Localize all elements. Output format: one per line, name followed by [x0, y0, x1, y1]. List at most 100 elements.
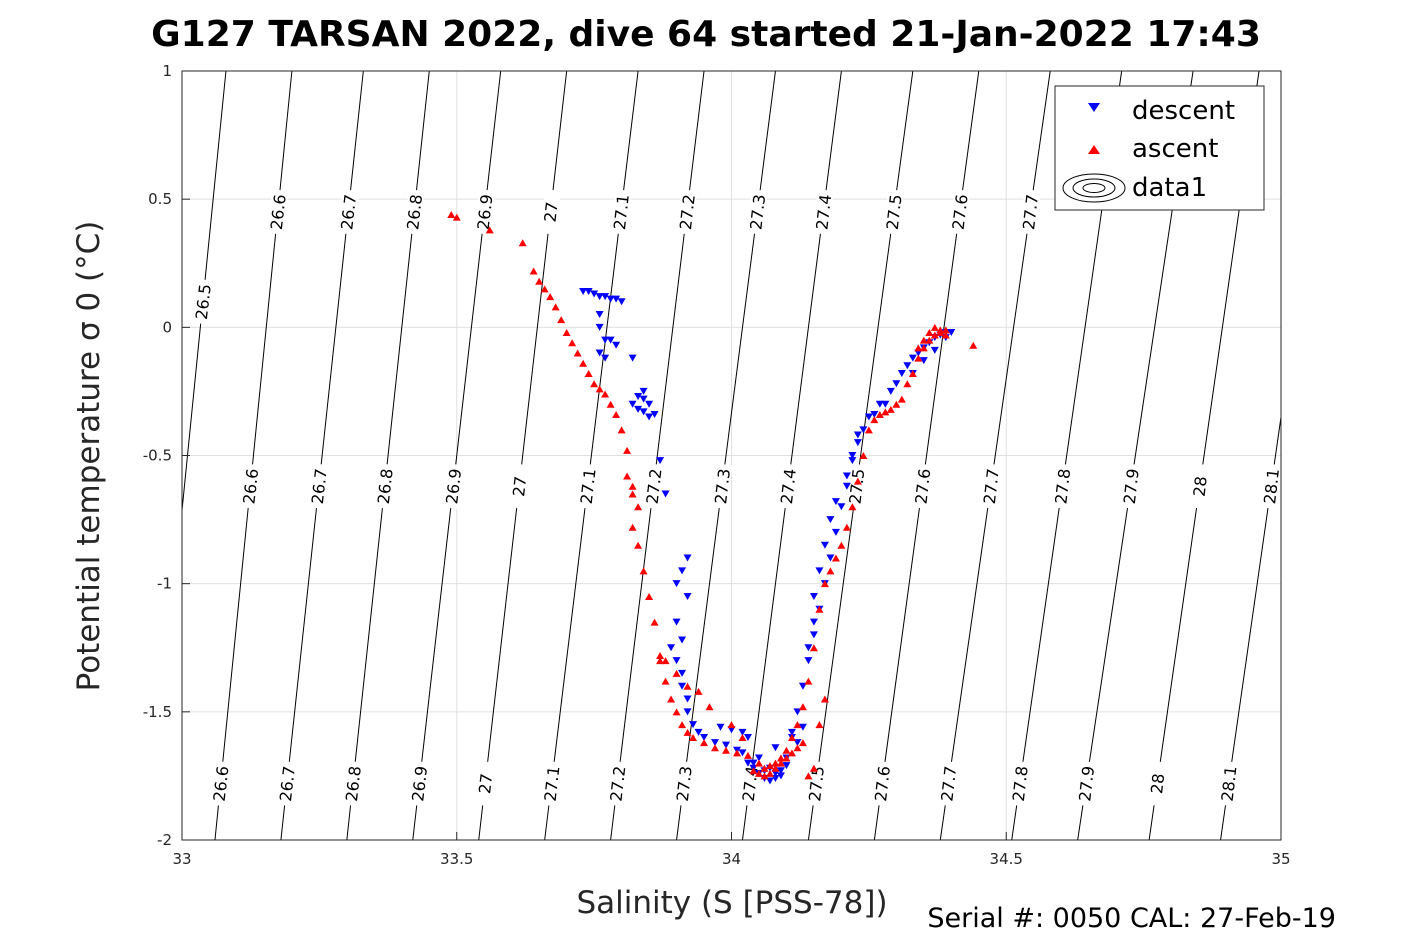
descent-point	[672, 580, 681, 588]
descent-point	[694, 728, 703, 736]
contour-label: 27.9	[1120, 468, 1143, 506]
ascent-point	[848, 503, 857, 511]
descent-point	[809, 631, 818, 639]
contour-label-bg	[276, 760, 298, 807]
ascent-point	[623, 446, 632, 454]
ascent-point	[881, 408, 890, 416]
descent-point	[749, 759, 758, 767]
contour-label: 27.5	[883, 193, 906, 231]
ascent-point	[634, 541, 643, 549]
contour-label: 28	[1147, 772, 1168, 794]
ascent-point	[765, 769, 774, 777]
contour-label: 26.5	[192, 283, 215, 321]
y-tick-label: -2	[157, 831, 172, 849]
contour-label-bg	[846, 463, 867, 510]
descent-point	[826, 516, 835, 524]
ascent-point	[930, 331, 939, 339]
ascent-point	[452, 213, 461, 221]
ascent-point	[743, 751, 752, 759]
descent-point	[612, 295, 621, 303]
descent-point	[634, 393, 643, 401]
contour-label: 27.2	[643, 468, 666, 506]
ascent-point	[798, 703, 807, 711]
contour-label: 27.4	[812, 193, 835, 231]
ascent-point	[930, 323, 939, 331]
ascent-point	[837, 541, 846, 549]
ascent-point	[485, 226, 494, 234]
descent-point	[853, 439, 862, 447]
contour-label: 26.9	[408, 765, 431, 803]
ascent-point	[787, 749, 796, 757]
contour-label: 26.7	[276, 765, 299, 803]
ascent-point	[859, 452, 868, 459]
contour-label: 28.1	[1260, 468, 1283, 506]
y-axis-label: Potential temperature σ 0 (°C)	[71, 221, 107, 692]
ascent-point	[738, 733, 747, 741]
descent-point	[683, 708, 692, 716]
contour-label-bg	[711, 463, 733, 510]
contour-label-bg	[403, 189, 425, 235]
contour-label: 27.5	[845, 468, 868, 506]
contour-label: 27.3	[746, 193, 769, 231]
ascent-point	[798, 739, 807, 747]
contour-label-bg	[342, 760, 364, 807]
contour-label-bg	[1075, 760, 1097, 807]
contour-label: 27.4	[777, 468, 800, 506]
descent-point	[743, 733, 752, 741]
descent-point	[809, 618, 818, 626]
ascent-point	[760, 772, 769, 780]
series-ascent	[447, 211, 978, 780]
contour-label-bg	[777, 463, 799, 510]
ascent-point	[529, 267, 538, 275]
descent-point	[650, 410, 659, 418]
contour-label-bg	[1019, 189, 1041, 235]
descent-point	[859, 426, 868, 434]
contour-label-bg	[746, 189, 768, 235]
axis-ticks: 33 33.5 34 34.5 35 -2 -1.5 -1 -0.5 0 0.5 1	[143, 62, 1291, 868]
ascent-point	[793, 744, 802, 752]
contour-label: 28	[1190, 475, 1211, 497]
ascent-point	[579, 359, 588, 367]
x-axis-label: Salinity (S [PSS-78])	[576, 885, 887, 921]
descent-point	[645, 413, 654, 421]
ascent-point	[782, 746, 791, 754]
descent-point	[617, 298, 626, 306]
contour-label-bg	[1051, 463, 1073, 510]
ascent-point	[689, 733, 698, 741]
descent-point	[672, 657, 681, 665]
descent-point	[601, 293, 610, 301]
descent-point	[842, 472, 851, 480]
descent-point	[754, 754, 763, 762]
y-tick-label: -0.5	[143, 447, 172, 465]
contour-label-bg	[673, 760, 695, 807]
series-descent	[579, 287, 956, 785]
contour-label: 26.7	[337, 193, 360, 231]
contour-label-bg	[911, 463, 933, 510]
contour-label-bg	[474, 189, 496, 235]
contour-label: 27.3	[711, 468, 734, 506]
ascent-point	[771, 759, 780, 767]
contour-label-bg	[540, 189, 561, 235]
descent-point	[595, 311, 604, 319]
descent-point	[661, 490, 670, 498]
ascent-point	[815, 605, 824, 613]
ascent-point	[903, 380, 912, 388]
descent-point	[848, 452, 857, 459]
descent-point	[628, 400, 637, 408]
descent-point	[826, 554, 835, 562]
contour-label: 26.8	[374, 468, 397, 506]
descent-point	[716, 723, 725, 731]
descent-point	[584, 287, 593, 295]
ascent-point	[606, 400, 615, 408]
contour-label-bg	[980, 463, 1002, 510]
contour-label: 27.8	[1051, 468, 1074, 506]
ascent-point	[661, 657, 670, 665]
ascent-point	[573, 349, 582, 357]
ascent-point	[678, 721, 687, 729]
ascent-point	[941, 326, 950, 334]
contour-label-bg	[1189, 463, 1211, 510]
descent-point	[601, 354, 610, 362]
ascent-point	[634, 503, 643, 511]
x-tick-label: 33	[172, 850, 191, 868]
